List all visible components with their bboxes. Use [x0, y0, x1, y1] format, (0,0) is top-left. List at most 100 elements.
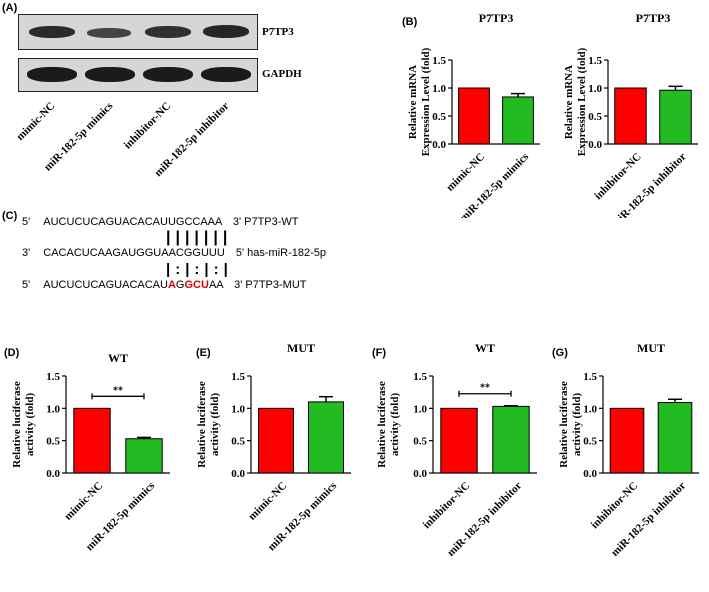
- panel-a-label: (A): [2, 2, 18, 14]
- y-axis-label-line: Relative luciferase: [196, 381, 208, 468]
- bar-1: [258, 407, 294, 474]
- seq-wt-3prime: 3': [232, 216, 242, 228]
- y-axis-label-line: Relative luciferase: [376, 381, 388, 468]
- x-tick-label: inhibitor-NC: [421, 480, 472, 531]
- band-gapdh-lane4: [201, 67, 251, 82]
- bar-2: [308, 401, 344, 474]
- significance-label: **: [113, 385, 123, 396]
- y-tick-label: 0.0: [583, 468, 597, 480]
- y-axis-label-line: Relative mRNA: [407, 65, 419, 139]
- chart-title: P7TP3: [479, 11, 514, 25]
- x-tick-label: miR-182-5p inhibitor: [610, 151, 689, 218]
- y-tick-label: 0.0: [231, 468, 245, 480]
- y-tick-label: 1.5: [46, 371, 60, 383]
- seq-wt-name: P7TP3-WT: [244, 216, 299, 228]
- panel-g-label: (G): [552, 347, 568, 359]
- panel-e-label: (E): [196, 347, 211, 359]
- x-tick-label: inhibitor-NC: [589, 480, 640, 531]
- y-tick-label: 0.5: [583, 436, 597, 448]
- band-p7tp3-lane1: [29, 26, 75, 38]
- seq-mut-tail: AA: [208, 279, 224, 291]
- bar-2: [492, 405, 530, 474]
- y-tick-label: 1.5: [588, 55, 602, 67]
- band-p7tp3-lane4: [203, 25, 249, 38]
- y-tick-label: 1.0: [588, 83, 602, 95]
- panel-d-label: (D): [4, 347, 20, 359]
- blot-p7tp3: [18, 14, 258, 50]
- chart-title: WT: [108, 351, 128, 365]
- seq-mut-row: 5' AUCUCUCAGUACACAUAGGCUAA 3' P7TP3-MUT: [22, 279, 307, 291]
- pairing-marks-bottom: |:|:|:|: [166, 261, 233, 278]
- y-tick-label: 0.5: [231, 436, 245, 448]
- y-tick-label: 1.0: [432, 83, 446, 95]
- band-gapdh-lane3: [143, 67, 193, 82]
- y-tick-label: 1.0: [231, 403, 245, 415]
- seq-mir-3prime: 3': [22, 247, 31, 259]
- y-axis-label-line: Expression Level (fold): [576, 47, 588, 156]
- seq-wt-row: 5' AUCUCUCAGUACACAUUGCCAAA 3' P7TP3-WT: [22, 216, 299, 228]
- y-tick-label: 0.0: [588, 139, 602, 151]
- seq-mut-mutated-4: U: [201, 279, 209, 291]
- bar-2: [657, 402, 693, 474]
- y-axis-label-line: Relative luciferase: [11, 381, 23, 468]
- lane-label-1: mimic-NC: [14, 100, 58, 144]
- bar-2: [502, 96, 534, 145]
- y-tick-label: 1.5: [432, 55, 446, 67]
- y-tick-label: 0.5: [432, 111, 446, 123]
- pairing-marks-top: |||||||: [166, 229, 233, 246]
- y-tick-label: 0.0: [46, 468, 60, 480]
- bar-1: [458, 87, 490, 145]
- seq-mut-mutated-2: G: [184, 279, 194, 291]
- y-tick-label: 1.0: [46, 403, 60, 415]
- y-axis-label-line: activity (fold): [389, 393, 401, 457]
- chart-b-mimics: P7TP3 Relative mRNA Expression Level (fold…: [407, 11, 540, 218]
- x-tick-label: mimic-NC: [444, 151, 487, 194]
- y-axis-label-line: Relative mRNA: [563, 65, 575, 139]
- seq-mut-sequence: AUCUCUCAGUACACAU: [43, 279, 168, 291]
- seq-mut-3prime: 3': [234, 279, 243, 291]
- band-gapdh-lane1: [27, 67, 77, 82]
- chart-title: MUT: [637, 341, 665, 355]
- y-tick-label: 0.5: [46, 436, 60, 448]
- blot-label-p7tp3: P7TP3: [262, 26, 294, 38]
- seq-mut-name: P7TP3-MUT: [245, 279, 307, 291]
- x-tick-label: mimic-NC: [62, 480, 105, 523]
- bar-1: [440, 407, 478, 474]
- y-axis-label-line: activity (fold): [24, 393, 36, 457]
- band-p7tp3-lane3: [145, 26, 191, 38]
- panel-f-label: (F): [372, 347, 387, 359]
- y-tick-label: 0.5: [588, 111, 602, 123]
- chart-g-mut-inhibitor: MUT Relative luciferase activity (fold)0.0…: [558, 341, 699, 559]
- bar-2: [125, 438, 163, 474]
- band-gapdh-lane2: [85, 67, 135, 82]
- band-p7tp3-lane2: [87, 28, 131, 38]
- seq-mut-unchanged-1: G: [175, 279, 185, 291]
- y-axis-label-line: Expression Level (fold): [420, 47, 432, 156]
- chart-b-inhibitor: P7TP3 Relative mRNA Expression Level (fold…: [563, 11, 698, 218]
- y-tick-label: 1.0: [413, 403, 427, 415]
- seq-mir-sequence: CACACUCAAGAUGGUAACGGUUU: [43, 247, 225, 259]
- chart-title: P7TP3: [636, 11, 671, 25]
- y-tick-label: 1.5: [231, 371, 245, 383]
- seq-mut-mutated-1: A: [167, 279, 176, 291]
- y-tick-label: 0.0: [413, 468, 427, 480]
- bar-1: [614, 87, 647, 145]
- y-tick-label: 0.0: [432, 139, 446, 151]
- chart-title: MUT: [287, 341, 315, 355]
- chart-d-wt-mimics: WT Relative luciferase activity (fold) 0.0 0…: [11, 351, 170, 553]
- y-axis-label-line: activity (fold): [571, 393, 583, 457]
- y-tick-label: 1.5: [583, 371, 597, 383]
- seq-mut-mutated-3: C: [193, 279, 201, 291]
- bar-1: [73, 407, 111, 474]
- chart-e-mut-mimics: MUT Relative luciferase activity (fold) 0.0…: [196, 341, 351, 553]
- x-tick-label: mimic-NC: [246, 480, 289, 523]
- chart-f-wt-inhibitor: WT Relative luciferase activity (fold) 0.0 0…: [376, 341, 537, 559]
- y-axis-label-line: Relative luciferase: [558, 381, 570, 468]
- seq-wt-5prime: 5': [22, 216, 31, 228]
- y-tick-label: 1.0: [583, 403, 597, 415]
- panel-b-label: (B): [402, 16, 418, 28]
- y-tick-label: 1.5: [413, 371, 427, 383]
- bar-1: [609, 407, 645, 474]
- bar-2: [659, 89, 692, 145]
